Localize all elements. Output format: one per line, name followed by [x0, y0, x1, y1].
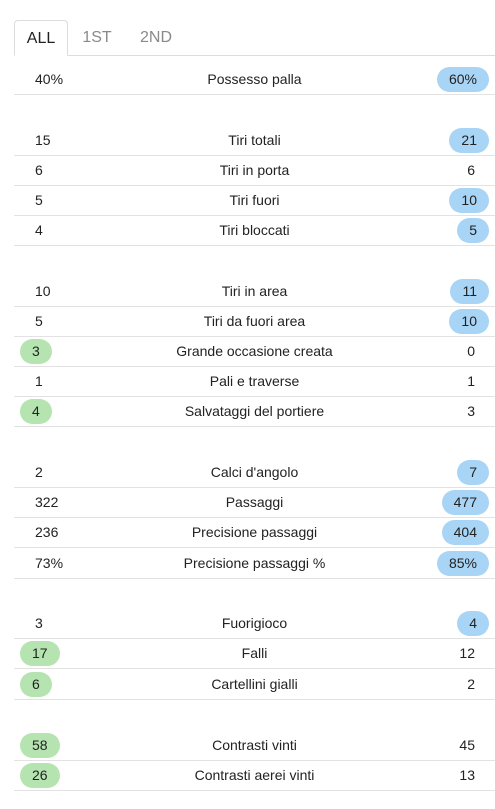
away-value: 10 — [449, 309, 489, 334]
home-value: 26 — [20, 763, 60, 788]
away-value: 10 — [449, 188, 489, 213]
away-value: 85% — [436, 551, 489, 576]
home-value: 3 — [20, 339, 52, 364]
tab-1st[interactable]: 1ST — [82, 29, 112, 46]
stat-row: Salvataggi del portiere 4 3 — [14, 397, 495, 427]
home-value: 40% — [35, 71, 64, 87]
home-value: 3 — [35, 615, 43, 631]
stat-label: Passaggi — [225, 494, 284, 510]
stat-label: Calci d'angolo — [210, 464, 299, 480]
stat-row: Possesso palla 40% 60% — [14, 65, 495, 95]
away-value: 21 — [449, 128, 489, 153]
away-value: 4 — [457, 611, 489, 636]
stat-row: Contrasti vinti 58 45 — [14, 731, 495, 761]
stat-label: Contrasti vinti — [212, 737, 297, 753]
home-value: 1 — [35, 373, 43, 389]
tab-all[interactable]: ALL — [14, 20, 68, 56]
stat-label: Cartellini gialli — [211, 676, 298, 692]
away-value: 11 — [450, 279, 489, 304]
stat-row: Tiri bloccati 4 5 — [14, 216, 495, 246]
home-value: 4 — [20, 399, 52, 424]
home-value: 5 — [35, 313, 43, 329]
home-value: 17 — [20, 641, 60, 666]
away-value: 13 — [459, 767, 475, 783]
away-value: 404 — [441, 520, 489, 545]
away-value: 12 — [459, 645, 475, 661]
stat-row: Precisione passaggi 236 404 — [14, 518, 495, 548]
stat-row: Grande occasione creata 3 0 — [14, 337, 495, 367]
stat-label: Grande occasione creata — [176, 343, 333, 359]
stat-row: Tiri in porta 6 6 — [14, 156, 495, 186]
away-value: 5 — [457, 218, 489, 243]
tab-2nd[interactable]: 2ND — [139, 29, 172, 46]
stat-row: Precisione passaggi % 73% 85% — [14, 549, 495, 579]
stat-label: Tiri in porta — [219, 162, 290, 178]
stat-row: Tiri in area 10 11 — [14, 277, 495, 307]
stat-row: Falli 17 12 — [14, 639, 495, 669]
stat-row: Cartellini gialli 6 2 — [14, 670, 495, 700]
stat-row: Passaggi 322 477 — [14, 488, 495, 518]
stat-label: Fuorigioco — [221, 615, 288, 631]
away-value: 1 — [467, 373, 475, 389]
home-value: 322 — [35, 494, 59, 510]
stat-row: Tiri da fuori area 5 10 — [14, 307, 495, 337]
stat-label: Possesso palla — [207, 71, 302, 87]
home-value: 6 — [20, 672, 52, 697]
home-value: 4 — [35, 222, 43, 238]
stat-row: Fuorigioco 3 4 — [14, 609, 495, 639]
stat-label: Tiri da fuori area — [203, 313, 306, 329]
away-value: 6 — [467, 162, 475, 178]
stat-label: Tiri totali — [228, 132, 281, 148]
home-value: 73% — [35, 555, 64, 571]
stat-label: Tiri in area — [221, 283, 288, 299]
away-value: 45 — [459, 737, 475, 753]
stat-label: Tiri fuori — [229, 192, 280, 208]
stat-row: Calci d'angolo 2 7 — [14, 458, 495, 488]
away-value: 0 — [467, 343, 475, 359]
stat-label: Contrasti aerei vinti — [194, 767, 315, 783]
stat-label: Falli — [241, 645, 268, 661]
stat-row: Tiri fuori 5 10 — [14, 186, 495, 216]
home-value: 6 — [35, 162, 43, 178]
stat-row: Pali e traverse 1 1 — [14, 367, 495, 397]
stat-row: Tiri totali 15 21 — [14, 126, 495, 156]
stat-label: Pali e traverse — [209, 373, 300, 389]
home-value: 58 — [20, 733, 60, 758]
home-value: 10 — [35, 283, 51, 299]
stat-label: Precisione passaggi — [191, 524, 318, 540]
stat-label: Salvataggi del portiere — [184, 403, 325, 419]
home-value: 2 — [35, 464, 43, 480]
period-tabs: ALL 1ST 2ND — [14, 20, 495, 56]
away-value: 7 — [457, 460, 489, 485]
away-value: 60% — [436, 67, 489, 92]
home-value: 236 — [35, 524, 59, 540]
home-value: 15 — [35, 132, 51, 148]
away-value: 477 — [441, 490, 489, 515]
away-value: 3 — [467, 403, 475, 419]
stat-row: Contrasti aerei vinti 26 13 — [14, 761, 495, 791]
away-value: 2 — [467, 676, 475, 692]
stat-label: Tiri bloccati — [219, 222, 290, 238]
stat-label: Precisione passaggi % — [183, 555, 326, 571]
home-value: 5 — [35, 192, 43, 208]
